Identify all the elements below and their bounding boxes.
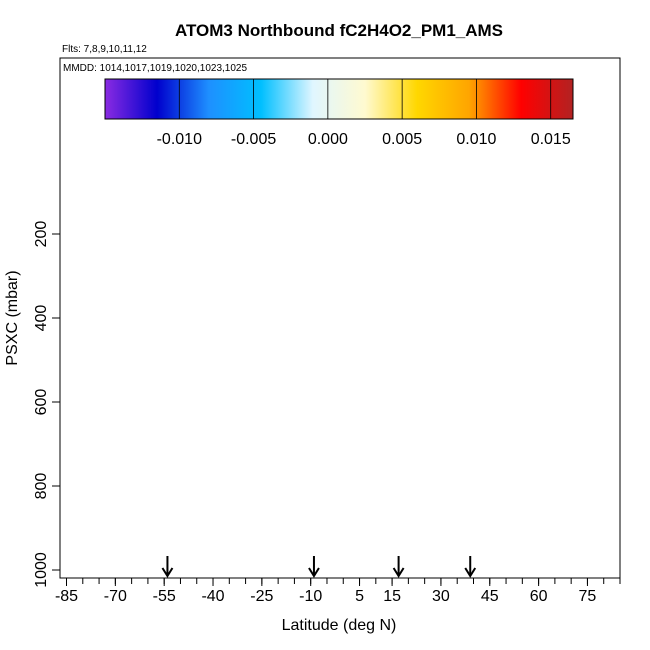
x-tick-label: -10 [299, 588, 322, 605]
flight-track [416, 258, 437, 321]
y-tick-label: 800 [33, 473, 50, 500]
x-tick-label: -70 [104, 588, 127, 605]
flight-track [442, 256, 462, 321]
latitude-arrow-head [464, 567, 477, 578]
flight-track [510, 258, 533, 322]
x-axis: -85 -70 -55 -40 -25 -10 5 15 30 45 60 75 [55, 578, 621, 605]
y-tick-label: 600 [33, 389, 50, 416]
chart-title: ATOM3 Northbound fC2H4O2_PM1_AMS [175, 21, 503, 40]
x-axis-label: Latitude (deg N) [282, 617, 397, 634]
colorbar-tick-label: 0.005 [382, 131, 422, 148]
x-tick-label: 15 [383, 588, 401, 605]
overlay-marks [84, 251, 598, 578]
colorbar-tick-label: 0.000 [308, 131, 348, 148]
colorbar-tick-label: 0.010 [456, 131, 496, 148]
flight-track [218, 255, 239, 317]
colorbar-tick-label: -0.010 [157, 131, 202, 148]
colorbar-box [104, 78, 574, 120]
latitude-arrow-head [392, 567, 405, 578]
x-tick-label: 5 [355, 588, 364, 605]
y-axis-label: PSXC (mbar) [4, 270, 21, 365]
latitude-arrow-head [161, 567, 174, 578]
flight-track [84, 258, 104, 318]
x-tick-label: 60 [530, 588, 548, 605]
flight-track [159, 251, 184, 317]
x-tick-label: -85 [55, 588, 78, 605]
x-tick-label: -55 [153, 588, 176, 605]
flight-track [577, 257, 598, 320]
flight-track [352, 254, 374, 315]
x-tick-label: -40 [201, 588, 224, 605]
y-tick-label: 1000 [33, 552, 50, 588]
flight-track [129, 256, 149, 318]
x-tick-label: 30 [432, 588, 450, 605]
flight-track [477, 255, 498, 323]
dates-subtitle: MMDD: 1014,1017,1019,1020,1023,1025 [63, 63, 247, 74]
y-tick-label: 400 [33, 305, 50, 332]
colorbar-ticks: -0.010 -0.005 0.000 0.005 0.010 0.015 [157, 79, 571, 148]
colorbar-tick-label: 0.015 [531, 131, 571, 148]
flight-track [259, 251, 280, 315]
y-tick-label: 200 [33, 221, 50, 248]
flight-track [324, 254, 345, 319]
flight-track [548, 255, 569, 319]
colorbar-tick-label: -0.005 [231, 131, 276, 148]
flights-subtitle: Flts: 7,8,9,10,11,12 [62, 44, 147, 55]
x-tick-label: -25 [250, 588, 273, 605]
flight-track [288, 254, 311, 320]
x-tick-label: 45 [481, 588, 499, 605]
latitude-arrow-head [308, 567, 320, 578]
x-tick-label: 75 [579, 588, 597, 605]
flight-track [379, 252, 401, 315]
y-axis: 200 400 600 800 1000 [33, 221, 60, 588]
flight-track [184, 252, 206, 320]
